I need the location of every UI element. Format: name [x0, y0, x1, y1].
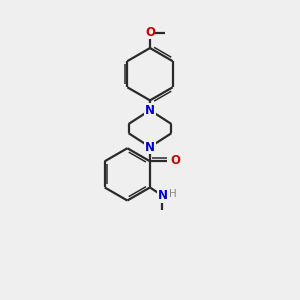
- Text: N: N: [145, 104, 155, 117]
- Text: O: O: [145, 26, 155, 39]
- Text: O: O: [171, 154, 181, 167]
- Text: H: H: [169, 189, 177, 199]
- Text: N: N: [158, 189, 167, 202]
- Text: N: N: [145, 140, 155, 154]
